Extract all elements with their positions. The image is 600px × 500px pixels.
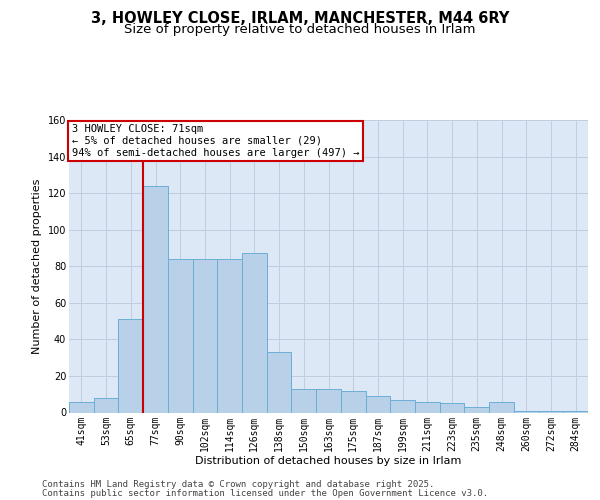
Text: Contains public sector information licensed under the Open Government Licence v3: Contains public sector information licen… (42, 488, 488, 498)
Bar (563, 410, 588, 412)
Bar (539, 410, 563, 412)
Text: Contains HM Land Registry data © Crown copyright and database right 2025.: Contains HM Land Registry data © Crown c… (42, 480, 434, 489)
Bar (193, 259, 217, 412)
Bar (390, 400, 415, 412)
Bar (292, 388, 316, 412)
Text: 3 HOWLEY CLOSE: 71sqm
← 5% of detached houses are smaller (29)
94% of semi-detac: 3 HOWLEY CLOSE: 71sqm ← 5% of detached h… (71, 124, 359, 158)
Bar (168, 259, 193, 412)
Bar (464, 407, 489, 412)
Bar (242, 254, 267, 412)
Bar (365, 396, 390, 412)
X-axis label: Distribution of detached houses by size in Irlam: Distribution of detached houses by size … (196, 456, 461, 466)
Text: 3, HOWLEY CLOSE, IRLAM, MANCHESTER, M44 6RY: 3, HOWLEY CLOSE, IRLAM, MANCHESTER, M44 … (91, 11, 509, 26)
Bar (440, 404, 464, 412)
Bar (341, 390, 365, 412)
Bar (69, 402, 94, 412)
Bar (489, 402, 514, 412)
Bar (217, 259, 242, 412)
Bar (514, 410, 539, 412)
Bar (267, 352, 292, 412)
Text: Size of property relative to detached houses in Irlam: Size of property relative to detached ho… (124, 23, 476, 36)
Y-axis label: Number of detached properties: Number of detached properties (32, 178, 42, 354)
Bar (118, 320, 143, 412)
Bar (316, 388, 341, 412)
Bar (143, 186, 168, 412)
Bar (94, 398, 118, 412)
Bar (415, 402, 440, 412)
